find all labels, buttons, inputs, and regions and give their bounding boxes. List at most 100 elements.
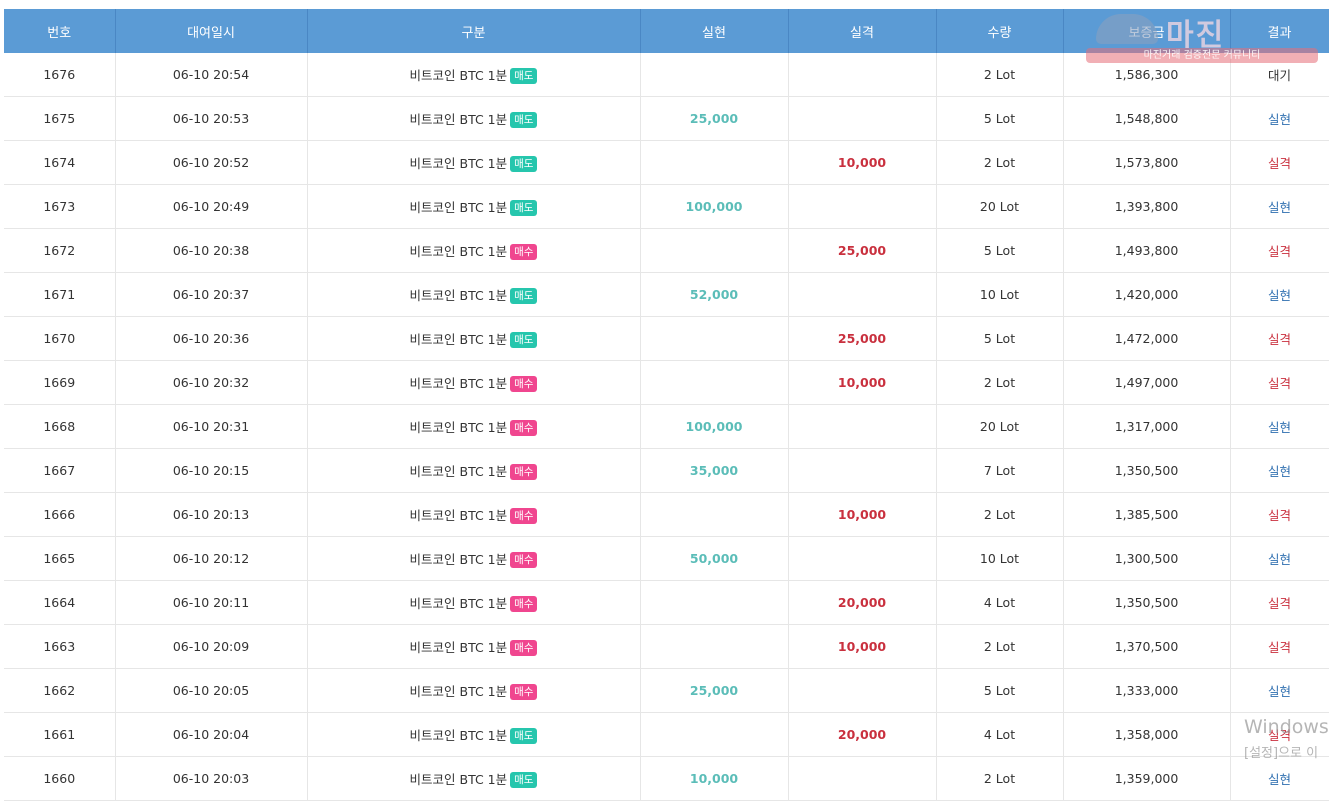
table-row[interactable]: 1672 06-10 20:38 비트코인 BTC 1분 매수 25,000 5 Lot 1… — [4, 228, 1329, 273]
cell-result: 실현 — [1230, 96, 1329, 141]
cell-result: 실현 — [1230, 272, 1329, 317]
table-row[interactable]: 1669 06-10 20:32 비트코인 BTC 1분 매수 10,000 2 Lot 1… — [4, 360, 1329, 405]
cell-no: 1663 — [4, 624, 116, 669]
trade-type-badge: 매수 — [510, 508, 538, 524]
table-row[interactable]: 1661 06-10 20:04 비트코인 BTC 1분 매도 20,000 4 Lot 1… — [4, 712, 1329, 757]
windows-activation-subtitle: [설정]으로 이 — [1244, 746, 1319, 761]
header-failed[interactable]: 실격 — [788, 9, 937, 53]
table-row[interactable]: 1673 06-10 20:49 비트코인 BTC 1분 매도 100,000 20 Lo… — [4, 184, 1329, 229]
cell-realized: 100,000 — [640, 184, 789, 229]
item-name: 비트코인 BTC 1분 — [409, 376, 508, 391]
item-name: 비트코인 BTC 1분 — [409, 596, 508, 611]
item-name: 비트코인 BTC 1분 — [409, 640, 508, 655]
header-deposit[interactable]: 보증금 — [1063, 9, 1231, 53]
trade-type-badge: 매도 — [510, 156, 538, 172]
cell-quantity: 10 Lot — [936, 272, 1064, 317]
item-name: 비트코인 BTC 1분 — [409, 156, 508, 171]
cell-realized: 25,000 — [640, 96, 789, 141]
table-row[interactable]: 1668 06-10 20:31 비트코인 BTC 1분 매수 100,000 20 Lo… — [4, 404, 1329, 449]
cell-realized — [640, 624, 789, 669]
cell-quantity: 2 Lot — [936, 53, 1064, 97]
cell-deposit: 1,573,800 — [1063, 140, 1231, 185]
cell-quantity: 5 Lot — [936, 228, 1064, 273]
trade-type-badge: 매수 — [510, 640, 538, 656]
header-quantity[interactable]: 수량 — [936, 9, 1064, 53]
cell-failed: 25,000 — [788, 228, 937, 273]
cell-no: 1664 — [4, 580, 116, 625]
cell-category: 비트코인 BTC 1분 매수 — [307, 360, 641, 405]
item-name: 비트코인 BTC 1분 — [409, 68, 508, 83]
trade-history-table: 번호 대여일시 구분 실현 실격 수량 보증금 결과 1676 06-10 20:… — [4, 9, 1329, 801]
table-row[interactable]: 1675 06-10 20:53 비트코인 BTC 1분 매도 25,000 5 Lot 1… — [4, 96, 1329, 141]
table-row[interactable]: 1664 06-10 20:11 비트코인 BTC 1분 매수 20,000 4 Lot 1… — [4, 580, 1329, 625]
table-row[interactable]: 1660 06-10 20:03 비트코인 BTC 1분 매도 10,000 2 Lot 1… — [4, 756, 1329, 801]
trade-type-badge: 매수 — [510, 552, 538, 568]
table-row[interactable]: 1676 06-10 20:54 비트코인 BTC 1분 매도 2 Lot 1,586,3… — [4, 53, 1329, 97]
header-no[interactable]: 번호 — [4, 9, 116, 53]
item-name: 비트코인 BTC 1분 — [409, 112, 508, 127]
cell-realized: 52,000 — [640, 272, 789, 317]
trade-type-badge: 매수 — [510, 684, 538, 700]
trade-type-badge: 매수 — [510, 596, 538, 612]
cell-deposit: 1,350,500 — [1063, 580, 1231, 625]
trade-type-badge: 매수 — [510, 244, 538, 260]
cell-no: 1662 — [4, 668, 116, 713]
table-row[interactable]: 1674 06-10 20:52 비트코인 BTC 1분 매도 10,000 2 Lot 1… — [4, 140, 1329, 185]
cell-time: 06-10 20:12 — [115, 536, 308, 581]
cell-failed — [788, 668, 937, 713]
cell-result: 실격 — [1230, 360, 1329, 405]
cell-no: 1671 — [4, 272, 116, 317]
cell-deposit: 1,333,000 — [1063, 668, 1231, 713]
cell-no: 1673 — [4, 184, 116, 229]
cell-deposit: 1,548,800 — [1063, 96, 1231, 141]
trade-type-badge: 매수 — [510, 464, 538, 480]
cell-deposit: 1,493,800 — [1063, 228, 1231, 273]
table-row[interactable]: 1667 06-10 20:15 비트코인 BTC 1분 매수 35,000 7 Lot 1… — [4, 448, 1329, 493]
cell-category: 비트코인 BTC 1분 매도 — [307, 712, 641, 757]
trade-history-table-wrapper: 번호 대여일시 구분 실현 실격 수량 보증금 결과 1676 06-10 20:… — [4, 9, 1329, 801]
cell-realized — [640, 360, 789, 405]
cell-result: 대기 — [1230, 53, 1329, 97]
cell-realized — [640, 580, 789, 625]
cell-quantity: 5 Lot — [936, 668, 1064, 713]
table-row[interactable]: 1662 06-10 20:05 비트코인 BTC 1분 매수 25,000 5 Lot 1… — [4, 668, 1329, 713]
cell-category: 비트코인 BTC 1분 매도 — [307, 316, 641, 361]
table-row[interactable]: 1666 06-10 20:13 비트코인 BTC 1분 매수 10,000 2 Lot 1… — [4, 492, 1329, 537]
table-row[interactable]: 1671 06-10 20:37 비트코인 BTC 1분 매도 52,000 10 Lot… — [4, 272, 1329, 317]
cell-time: 06-10 20:37 — [115, 272, 308, 317]
cell-no: 1676 — [4, 53, 116, 97]
cell-no: 1675 — [4, 96, 116, 141]
cell-category: 비트코인 BTC 1분 매도 — [307, 140, 641, 185]
item-name: 비트코인 BTC 1분 — [409, 200, 508, 215]
cell-result: 실격 — [1230, 624, 1329, 669]
header-category[interactable]: 구분 — [307, 9, 641, 53]
cell-result: 실현 — [1230, 536, 1329, 581]
header-result[interactable]: 결과 — [1230, 9, 1329, 53]
cell-deposit: 1,317,000 — [1063, 404, 1231, 449]
cell-failed — [788, 404, 937, 449]
cell-category: 비트코인 BTC 1분 매도 — [307, 272, 641, 317]
item-name: 비트코인 BTC 1분 — [409, 464, 508, 479]
cell-quantity: 4 Lot — [936, 580, 1064, 625]
item-name: 비트코인 BTC 1분 — [409, 420, 508, 435]
trade-type-badge: 매도 — [510, 68, 538, 84]
cell-result: 실현 — [1230, 448, 1329, 493]
cell-category: 비트코인 BTC 1분 매도 — [307, 96, 641, 141]
table-row[interactable]: 1663 06-10 20:09 비트코인 BTC 1분 매수 10,000 2 Lot 1… — [4, 624, 1329, 669]
trade-type-badge: 매도 — [510, 728, 538, 744]
cell-quantity: 20 Lot — [936, 184, 1064, 229]
cell-result: 실격 — [1230, 316, 1329, 361]
header-realized[interactable]: 실현 — [640, 9, 789, 53]
cell-no: 1668 — [4, 404, 116, 449]
cell-failed — [788, 536, 937, 581]
table-row[interactable]: 1670 06-10 20:36 비트코인 BTC 1분 매도 25,000 5 Lot 1… — [4, 316, 1329, 361]
cell-time: 06-10 20:38 — [115, 228, 308, 273]
table-row[interactable]: 1665 06-10 20:12 비트코인 BTC 1분 매수 50,000 10 Lot… — [4, 536, 1329, 581]
header-time[interactable]: 대여일시 — [115, 9, 308, 53]
cell-failed — [788, 272, 937, 317]
cell-failed: 20,000 — [788, 712, 937, 757]
cell-time: 06-10 20:49 — [115, 184, 308, 229]
cell-result: 실현 — [1230, 404, 1329, 449]
cell-quantity: 5 Lot — [936, 316, 1064, 361]
cell-result: 실현 — [1230, 184, 1329, 229]
